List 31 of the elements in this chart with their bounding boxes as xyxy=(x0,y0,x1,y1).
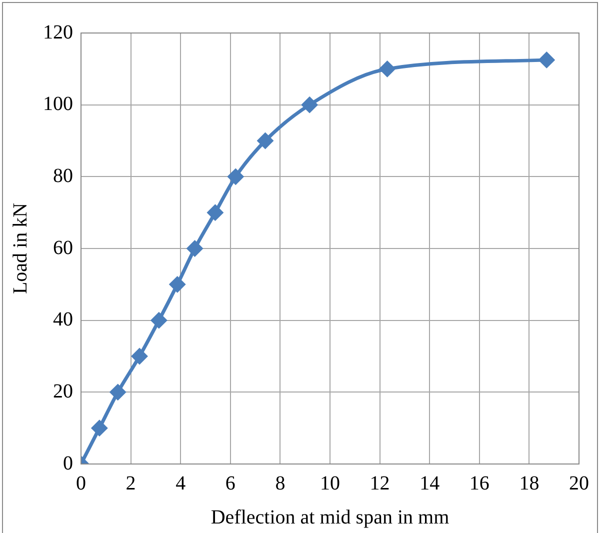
x-tick-label: 8 xyxy=(275,472,286,494)
y-tick-label: 60 xyxy=(53,236,73,259)
point xyxy=(92,420,108,436)
x-axis-title: Deflection at mid span in mm xyxy=(210,506,450,528)
x-tick-label: 20 xyxy=(569,472,589,494)
point xyxy=(380,61,396,77)
y-tick-label: 40 xyxy=(53,308,73,331)
point xyxy=(151,312,167,328)
x-tick-label: 4 xyxy=(176,472,186,494)
x-tick-label: 6 xyxy=(225,472,236,494)
x-tick-label: 18 xyxy=(519,472,540,494)
y-tick-label: 0 xyxy=(63,452,73,474)
x-tick-label: 16 xyxy=(469,472,490,494)
y-tick-label: 120 xyxy=(43,21,73,44)
point xyxy=(538,52,554,68)
x-tick-label: 12 xyxy=(370,472,390,494)
x-tick-label: 14 xyxy=(420,472,440,494)
point xyxy=(110,384,126,400)
point xyxy=(258,133,274,148)
x-tick-label: 10 xyxy=(320,472,340,494)
y-axis-title: Load in kN xyxy=(9,202,32,294)
point xyxy=(228,168,244,184)
point xyxy=(302,97,318,113)
y-tick-label: 80 xyxy=(53,164,73,187)
y-tick-label: 20 xyxy=(53,380,73,402)
y-tick-label: 100 xyxy=(43,93,73,116)
point xyxy=(207,204,223,220)
x-tick-label: 2 xyxy=(126,472,136,494)
point xyxy=(170,276,186,292)
point xyxy=(187,240,203,256)
point xyxy=(132,348,148,364)
